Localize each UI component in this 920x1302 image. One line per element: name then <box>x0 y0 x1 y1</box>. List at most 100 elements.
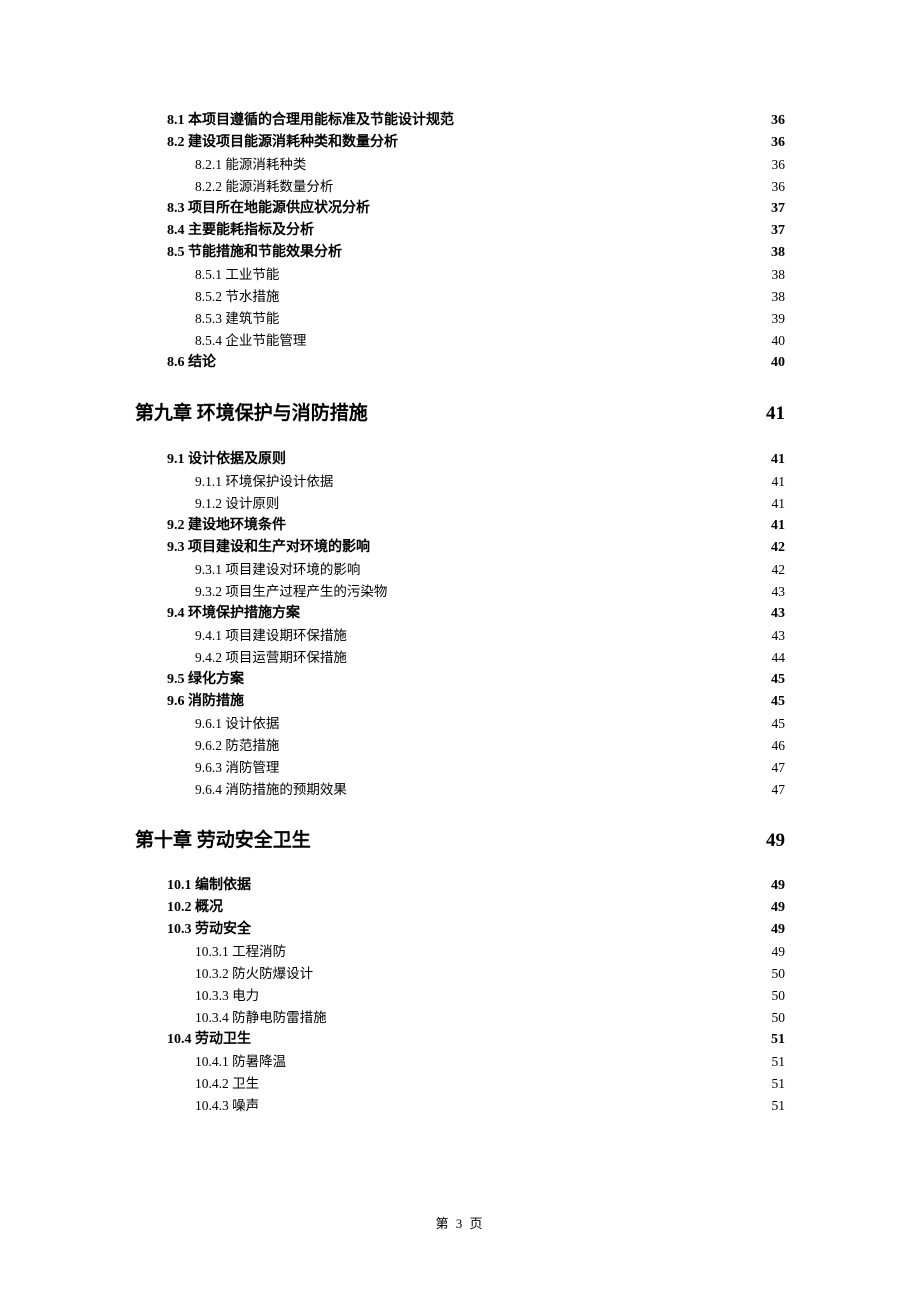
toc-entry-page: 45 <box>769 691 785 713</box>
toc-entry-page: 41 <box>764 402 785 427</box>
toc-entry: 10.4.1 防暑降温 51 <box>135 1051 785 1073</box>
toc-entry-label: 第十章 劳动安全卫生 <box>135 829 311 854</box>
toc-entry-label: 9.6.4 消防措施的预期效果 <box>195 779 347 801</box>
toc-entry: 10.3.3 电力50 <box>135 985 785 1007</box>
toc-entry: 第十章 劳动安全卫生49 <box>135 829 785 854</box>
toc-entry-label: 10.4.1 防暑降温 <box>195 1051 286 1073</box>
toc-entry-page: 37 <box>769 198 785 220</box>
toc-entry-page: 39 <box>770 308 786 330</box>
toc-entry-page: 51 <box>770 1095 786 1117</box>
toc-entry-page: 41 <box>769 515 785 537</box>
toc-entry-page: 36 <box>770 176 786 198</box>
toc-entry-label: 8.5.4 企业节能管理 <box>195 330 306 352</box>
toc-entry-label: 9.4.1 项目建设期环保措施 <box>195 625 347 647</box>
toc-entry-page: 51 <box>770 1051 786 1073</box>
toc-entry: 10.4.3 噪声 51 <box>135 1095 785 1117</box>
toc-entry-page: 44 <box>770 647 786 669</box>
toc-entry-label: 10.4.2 卫生 <box>195 1073 259 1095</box>
toc-entry-label: 10.3 劳动安全 <box>167 919 251 941</box>
toc-entry-page: 41 <box>770 493 786 515</box>
toc-entry-label: 10.1 编制依据 <box>167 875 251 897</box>
toc-entry-label: 8.4 主要能耗指标及分析 <box>167 220 314 242</box>
toc-entry-page: 36 <box>770 154 786 176</box>
toc-entry: 8.5.2 节水措施38 <box>135 286 785 308</box>
toc-entry-page: 43 <box>770 581 786 603</box>
toc-entry: 9.6.3 消防管理 47 <box>135 757 785 779</box>
toc-entry-page: 49 <box>770 941 786 963</box>
toc-entry: 8.1 本项目遵循的合理用能标准及节能设计规范 36 <box>135 110 785 132</box>
toc-entry: 9.4.1 项目建设期环保措施43 <box>135 625 785 647</box>
toc-entry-label: 8.2.2 能源消耗数量分析 <box>195 176 333 198</box>
toc-entry-page: 42 <box>770 559 786 581</box>
toc-entry-label: 8.3 项目所在地能源供应状况分析 <box>167 198 370 220</box>
toc-entry-page: 41 <box>770 471 786 493</box>
toc-entry-page: 50 <box>770 963 786 985</box>
toc-entry-page: 37 <box>769 220 785 242</box>
toc-entry: 第九章 环境保护与消防措施 41 <box>135 402 785 427</box>
toc-entry: 9.2 建设地环境条件41 <box>135 515 785 537</box>
toc-entry: 10.1 编制依据49 <box>135 875 785 897</box>
toc-entry-label: 10.4 劳动卫生 <box>167 1029 251 1051</box>
toc-entry: 10.4.2 卫生 51 <box>135 1073 785 1095</box>
toc-entry: 8.2 建设项目能源消耗种类和数量分析 36 <box>135 132 785 154</box>
toc-entry: 9.4 环境保护措施方案43 <box>135 603 785 625</box>
toc-entry-label: 10.3.1 工程消防 <box>195 941 286 963</box>
toc-entry-label: 8.5 节能措施和节能效果分析 <box>167 242 342 264</box>
toc-entry-label: 9.1 设计依据及原则 <box>167 449 286 471</box>
toc-entry: 9.3.2 项目生产过程产生的污染物 43 <box>135 581 785 603</box>
toc-entry-page: 36 <box>769 110 785 132</box>
toc-entry-label: 9.1.2 设计原则 <box>195 493 279 515</box>
toc-entry-page: 47 <box>770 779 786 801</box>
toc-entry-label: 9.4 环境保护措施方案 <box>167 603 300 625</box>
toc-entry-label: 9.3.1 项目建设对环境的影响 <box>195 559 360 581</box>
toc-entry: 9.4.2 项目运营期环保措施44 <box>135 647 785 669</box>
toc-entry-label: 9.3 项目建设和生产对环境的影响 <box>167 537 370 559</box>
toc-entry-label: 第九章 环境保护与消防措施 <box>135 402 368 427</box>
toc-entry-page: 41 <box>769 449 785 471</box>
toc-entry: 8.6 结论40 <box>135 352 785 374</box>
toc-entry-page: 49 <box>769 919 785 941</box>
toc-entry-page: 45 <box>770 713 786 735</box>
toc-entry: 10.3.4 防静电防雷措施50 <box>135 1007 785 1029</box>
toc-entry-page: 51 <box>770 1073 786 1095</box>
toc-entry-label: 8.5.3 建筑节能 <box>195 308 279 330</box>
toc-entry: 10.2 概况49 <box>135 897 785 919</box>
toc-entry-label: 9.6.3 消防管理 <box>195 757 279 779</box>
toc-entry: 9.3.1 项目建设对环境的影响 42 <box>135 559 785 581</box>
toc-entry: 9.5 绿化方案 45 <box>135 669 785 691</box>
toc-entry: 8.5.1 工业节能38 <box>135 264 785 286</box>
toc-entry-label: 8.2.1 能源消耗种类 <box>195 154 306 176</box>
toc-entry: 8.2.1 能源消耗种类 36 <box>135 154 785 176</box>
toc-entry: 8.2.2 能源消耗数量分析 36 <box>135 176 785 198</box>
toc-entry-label: 8.6 结论 <box>167 352 216 374</box>
toc-entry-label: 10.4.3 噪声 <box>195 1095 259 1117</box>
toc-entry: 9.1.2 设计原则 41 <box>135 493 785 515</box>
toc-entry-page: 47 <box>770 757 786 779</box>
page: 8.1 本项目遵循的合理用能标准及节能设计规范368.2 建设项目能源消耗种类和… <box>0 0 920 1302</box>
toc-entry-label: 9.5 绿化方案 <box>167 669 244 691</box>
toc-entry: 9.6.1 设计依据45 <box>135 713 785 735</box>
toc-entry: 10.3.1 工程消防 49 <box>135 941 785 963</box>
toc-entry-page: 36 <box>769 132 785 154</box>
toc-entry: 10.4 劳动卫生 51 <box>135 1029 785 1051</box>
toc-entry-page: 42 <box>769 537 785 559</box>
page-footer: 第 3 页 <box>0 1213 920 1232</box>
toc-entry-label: 9.3.2 项目生产过程产生的污染物 <box>195 581 387 603</box>
toc-entry: 10.3 劳动安全 49 <box>135 919 785 941</box>
toc-entry: 10.3.2 防火防爆设计50 <box>135 963 785 985</box>
toc-entry-label: 9.6.2 防范措施 <box>195 735 279 757</box>
toc-entry-page: 51 <box>769 1029 785 1051</box>
toc-entry-page: 49 <box>769 897 785 919</box>
toc-entry: 9.1 设计依据及原则 41 <box>135 449 785 471</box>
toc-entry: 8.5 节能措施和节能效果分析 38 <box>135 242 785 264</box>
toc-entry-label: 10.3.3 电力 <box>195 985 259 1007</box>
toc-entry-label: 8.2 建设项目能源消耗种类和数量分析 <box>167 132 398 154</box>
toc-entry: 9.6 消防措施45 <box>135 691 785 713</box>
toc-entry-label: 8.1 本项目遵循的合理用能标准及节能设计规范 <box>167 110 454 132</box>
toc-entry: 8.4 主要能耗指标及分析 37 <box>135 220 785 242</box>
toc-entry: 9.6.4 消防措施的预期效果 47 <box>135 779 785 801</box>
toc-entry-page: 38 <box>769 242 785 264</box>
toc-entry: 8.5.4 企业节能管理40 <box>135 330 785 352</box>
toc-entry: 9.6.2 防范措施46 <box>135 735 785 757</box>
toc-entry-page: 45 <box>769 669 785 691</box>
